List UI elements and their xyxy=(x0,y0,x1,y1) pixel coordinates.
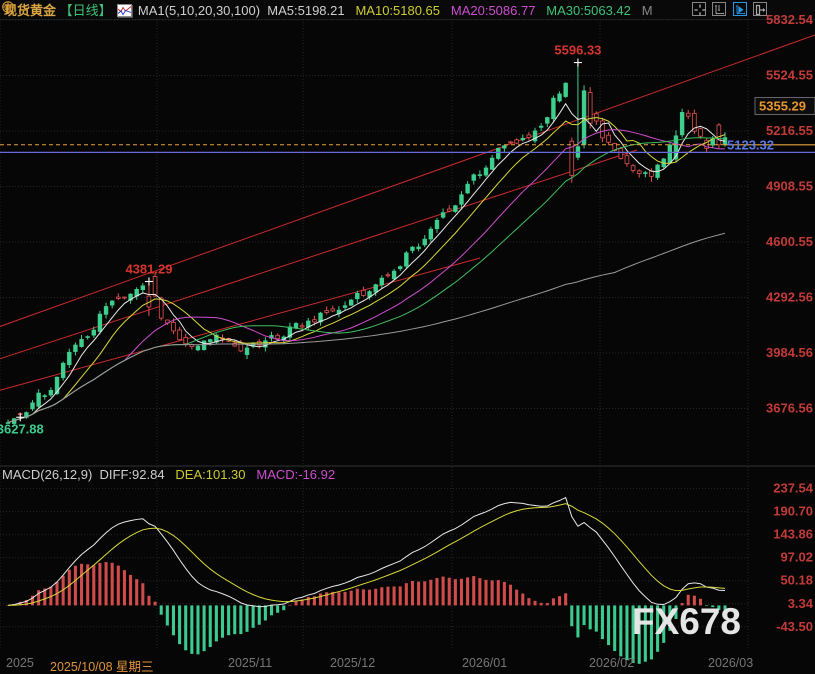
svg-text:190.70: 190.70 xyxy=(773,504,813,519)
svg-text:4381.29: 4381.29 xyxy=(125,262,172,277)
svg-text:-43.50: -43.50 xyxy=(776,619,813,634)
svg-text:5832.54: 5832.54 xyxy=(766,12,814,27)
svg-text:5524.55: 5524.55 xyxy=(766,67,813,82)
svg-text:5216.55: 5216.55 xyxy=(766,123,813,138)
svg-text:3627.88: 3627.88 xyxy=(0,421,44,436)
svg-text:5123.32: 5123.32 xyxy=(727,137,774,152)
svg-text:4292.56: 4292.56 xyxy=(766,289,813,304)
svg-text:5596.33: 5596.33 xyxy=(554,43,601,58)
svg-text:237.54: 237.54 xyxy=(773,481,814,496)
svg-text:97.02: 97.02 xyxy=(780,550,813,565)
svg-text:3676.56: 3676.56 xyxy=(766,401,813,416)
svg-text:3984.56: 3984.56 xyxy=(766,345,813,360)
svg-text:4908.55: 4908.55 xyxy=(766,178,813,193)
svg-text:5355.29: 5355.29 xyxy=(759,98,806,113)
svg-text:50.18: 50.18 xyxy=(780,573,813,588)
svg-text:3.34: 3.34 xyxy=(788,596,814,611)
svg-text:143.86: 143.86 xyxy=(773,527,813,542)
svg-text:4600.55: 4600.55 xyxy=(766,234,813,249)
